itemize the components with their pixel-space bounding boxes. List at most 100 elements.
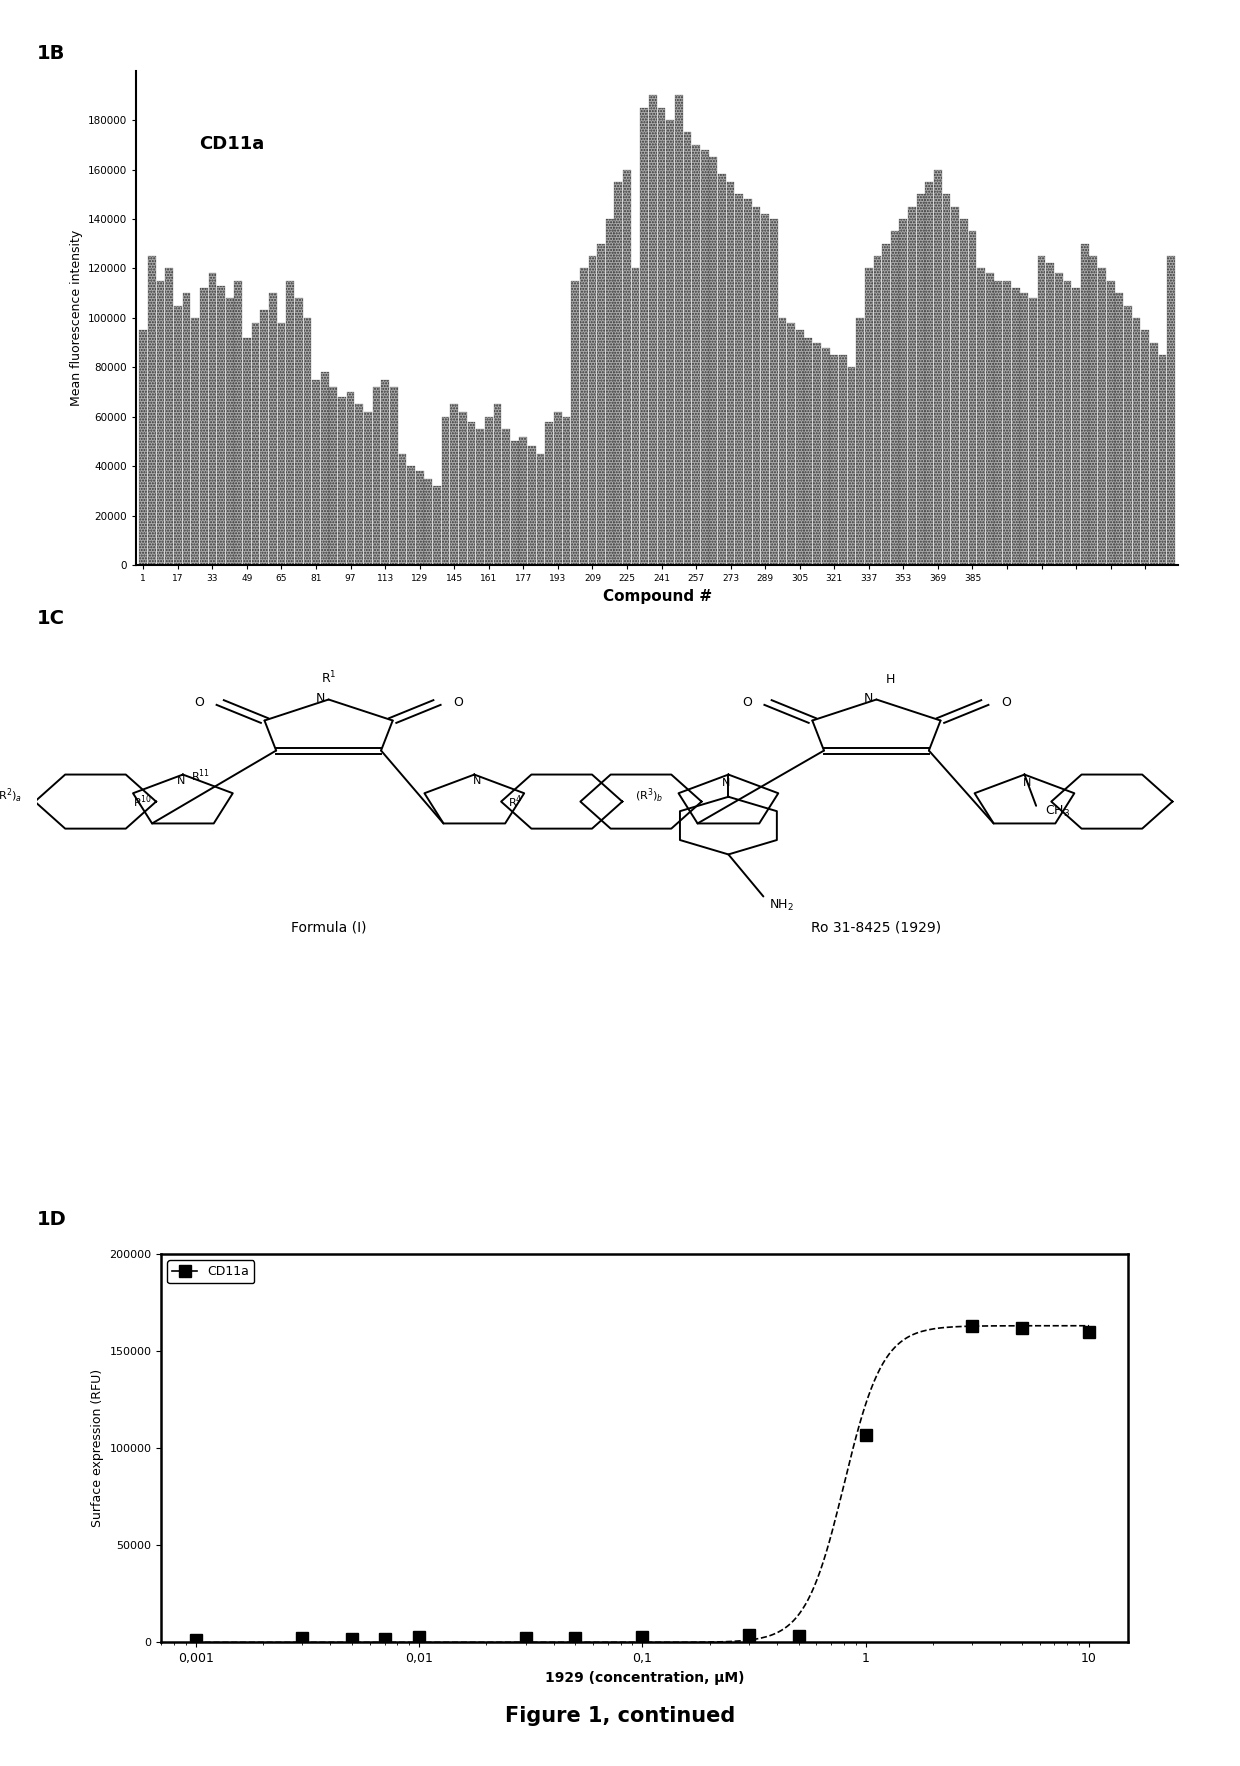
Bar: [839, 355, 847, 565]
Bar: [709, 157, 717, 565]
Text: N: N: [722, 777, 730, 788]
Bar: [139, 330, 148, 565]
Text: O: O: [1001, 696, 1011, 708]
Bar: [657, 108, 666, 565]
Bar: [866, 268, 873, 565]
Bar: [304, 318, 311, 565]
Bar: [701, 150, 708, 565]
Text: R$^{11}$: R$^{11}$: [191, 768, 210, 784]
Bar: [537, 454, 544, 565]
Bar: [1073, 288, 1080, 565]
Bar: [1158, 355, 1167, 565]
Bar: [753, 207, 760, 565]
Bar: [925, 182, 934, 565]
Text: N: N: [1023, 777, 1030, 788]
Text: O: O: [742, 696, 751, 708]
Bar: [528, 447, 536, 565]
Bar: [1029, 298, 1037, 565]
Text: Ro 31-8425 (1929): Ro 31-8425 (1929): [811, 920, 941, 934]
Bar: [805, 337, 812, 565]
Bar: [848, 367, 856, 565]
Bar: [234, 281, 242, 565]
Bar: [1149, 343, 1158, 565]
Bar: [1107, 281, 1115, 565]
Bar: [735, 194, 743, 565]
Bar: [372, 387, 381, 565]
Bar: [744, 200, 751, 565]
Bar: [770, 219, 777, 565]
Text: (R$^2$)$_a$: (R$^2$)$_a$: [0, 786, 22, 805]
Bar: [1038, 256, 1045, 565]
Bar: [718, 175, 725, 565]
Bar: [148, 256, 156, 565]
Bar: [165, 268, 174, 565]
Bar: [1003, 281, 1011, 565]
Text: Figure 1, continued: Figure 1, continued: [505, 1706, 735, 1725]
Bar: [1167, 256, 1176, 565]
Bar: [381, 380, 389, 565]
Bar: [546, 422, 553, 565]
Bar: [606, 219, 614, 565]
Bar: [813, 343, 821, 565]
Bar: [269, 293, 277, 565]
Bar: [563, 417, 570, 565]
Bar: [727, 182, 734, 565]
Bar: [208, 274, 216, 565]
Bar: [649, 95, 657, 565]
Text: R$^{10}$: R$^{10}$: [133, 793, 151, 811]
Bar: [278, 323, 285, 565]
Bar: [174, 306, 182, 565]
Text: NH$_2$: NH$_2$: [769, 897, 794, 913]
Text: Formula (I): Formula (I): [291, 920, 366, 934]
Bar: [467, 422, 475, 565]
Text: N: N: [472, 775, 481, 786]
Bar: [631, 268, 640, 565]
Bar: [1012, 288, 1019, 565]
Bar: [424, 479, 433, 565]
Bar: [1081, 244, 1089, 565]
Bar: [312, 380, 320, 565]
Bar: [977, 268, 985, 565]
Bar: [986, 274, 993, 565]
Bar: [1099, 268, 1106, 565]
Bar: [822, 348, 830, 565]
Text: 1B: 1B: [37, 44, 66, 64]
Bar: [494, 404, 501, 565]
Text: N: N: [176, 775, 185, 786]
Bar: [339, 397, 346, 565]
Bar: [485, 417, 492, 565]
Bar: [615, 182, 622, 565]
Bar: [459, 411, 466, 565]
Bar: [951, 207, 959, 565]
Bar: [934, 170, 942, 565]
Bar: [407, 466, 415, 565]
Bar: [252, 323, 259, 565]
X-axis label: Compound #: Compound #: [603, 588, 712, 604]
Text: O: O: [453, 696, 463, 708]
Bar: [511, 442, 518, 565]
Bar: [520, 436, 527, 565]
Bar: [994, 281, 1002, 565]
Bar: [191, 318, 198, 565]
Bar: [200, 288, 207, 565]
Bar: [622, 170, 631, 565]
Bar: [942, 194, 950, 565]
Bar: [968, 231, 976, 565]
Text: CD11a: CD11a: [198, 134, 264, 154]
Bar: [1132, 318, 1141, 565]
Bar: [787, 323, 795, 565]
Bar: [330, 387, 337, 565]
Bar: [899, 219, 908, 565]
Text: H: H: [885, 673, 895, 687]
Legend: CD11a: CD11a: [167, 1261, 254, 1284]
Bar: [1021, 293, 1028, 565]
Bar: [598, 244, 605, 565]
Bar: [873, 256, 882, 565]
Bar: [666, 120, 675, 565]
Text: N: N: [316, 692, 325, 705]
Bar: [908, 207, 916, 565]
Text: 1D: 1D: [37, 1210, 67, 1229]
Bar: [831, 355, 838, 565]
Bar: [476, 429, 484, 565]
Text: N: N: [863, 692, 873, 705]
